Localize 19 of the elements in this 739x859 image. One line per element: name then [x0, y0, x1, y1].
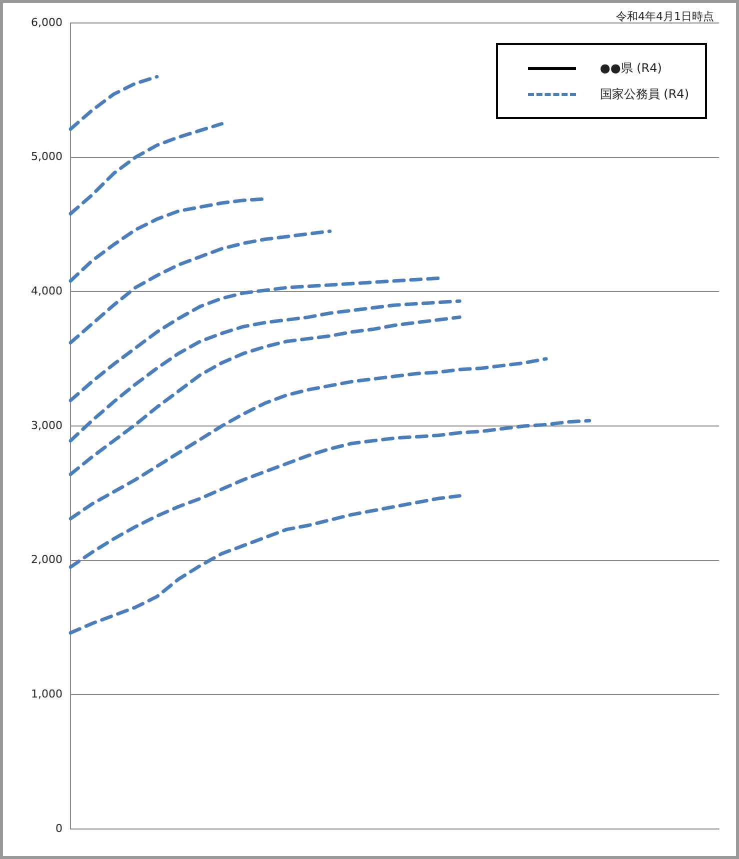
line-series [68, 229, 332, 344]
line-series [68, 494, 462, 635]
y-tick-label: 1,000 [30, 688, 62, 701]
legend-label: ●●県 (R4) [600, 60, 662, 76]
y-tick-label: 0 [55, 822, 62, 835]
y-tick-label: 2,000 [30, 553, 62, 566]
line-series [68, 276, 440, 402]
text: 令和4年4月1日時点 [616, 9, 714, 24]
line-series [68, 357, 548, 520]
line-series [68, 299, 462, 443]
y-tick-label: 5,000 [30, 150, 62, 164]
line-series [68, 74, 159, 131]
line-series [68, 315, 462, 476]
legend-label: 国家公務員 (R4) [600, 86, 689, 102]
y-tick-label: 4,000 [30, 284, 62, 298]
y-tick-label: 6,000 [30, 16, 62, 29]
y-tick-label: 3,000 [30, 418, 62, 432]
line-series [68, 418, 592, 569]
line-series [68, 122, 224, 216]
